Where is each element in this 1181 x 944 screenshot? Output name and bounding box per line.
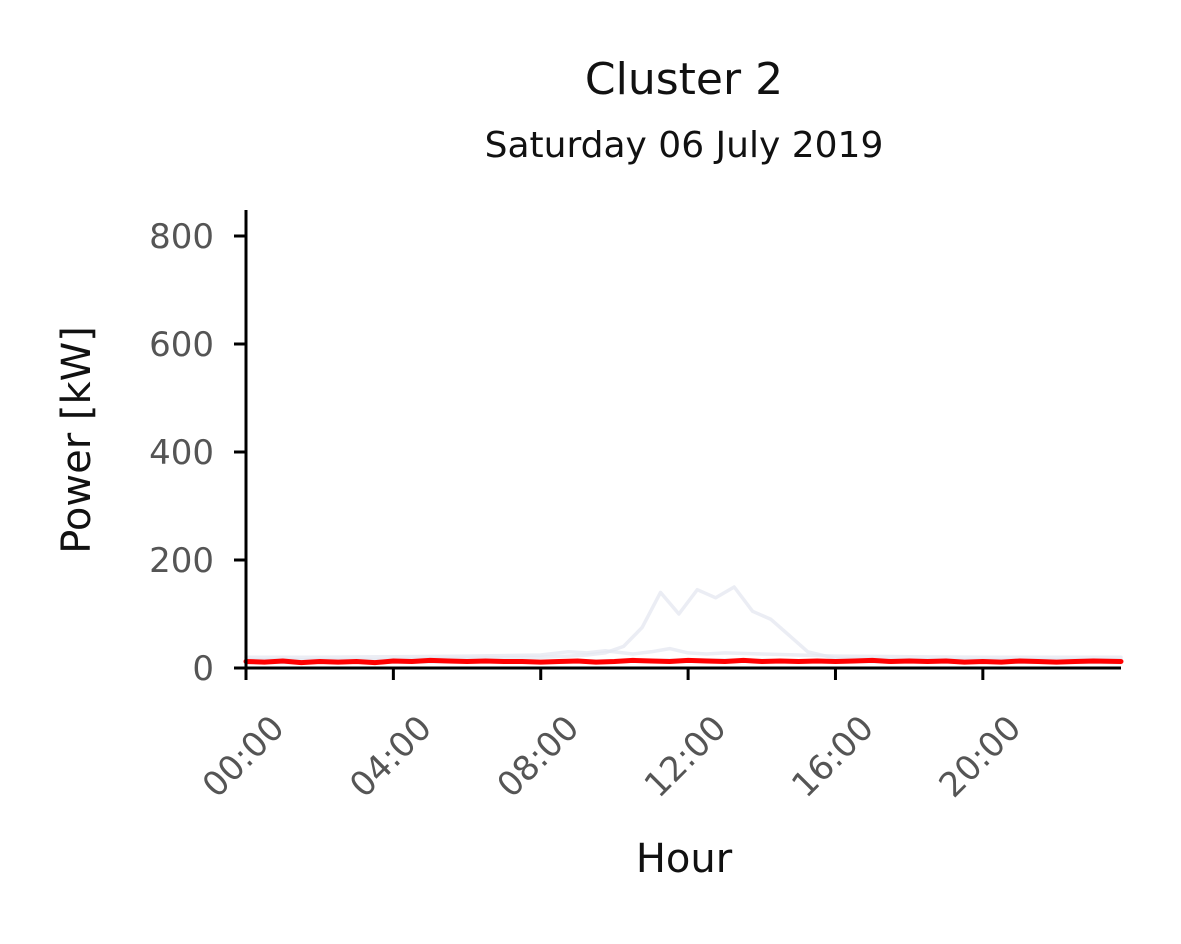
y-tick-label: 200 (149, 541, 214, 581)
x-tick-label: 20:00 (932, 708, 1030, 806)
x-tick-label: 16:00 (784, 708, 882, 806)
y-tick-label: 400 (149, 433, 214, 473)
background-series-line-2 (244, 646, 1123, 659)
y-tick-label: 800 (149, 217, 214, 257)
chart-title: Cluster 2 (585, 54, 783, 105)
y-tick-label: 0 (192, 649, 214, 689)
x-tick-label: 04:00 (342, 708, 440, 806)
highlight-series-line (243, 657, 1124, 666)
x-tick-label: 12:00 (637, 708, 735, 806)
y-tick-label: 600 (149, 325, 214, 365)
y-axis-label: Power [kW] (54, 326, 100, 554)
background-series-line-1 (244, 585, 1123, 662)
axes-layer: 0 200 400 600 800 00:00 04:00 08:00 12:00 16:00 20… (149, 210, 1121, 806)
series-layer (243, 585, 1124, 666)
x-axis-label: Hour (636, 836, 733, 882)
x-tick-label: 00:00 (195, 708, 293, 806)
x-tick-label: 08:00 (490, 708, 588, 806)
chart-subtitle: Saturday 06 July 2019 (485, 125, 884, 166)
